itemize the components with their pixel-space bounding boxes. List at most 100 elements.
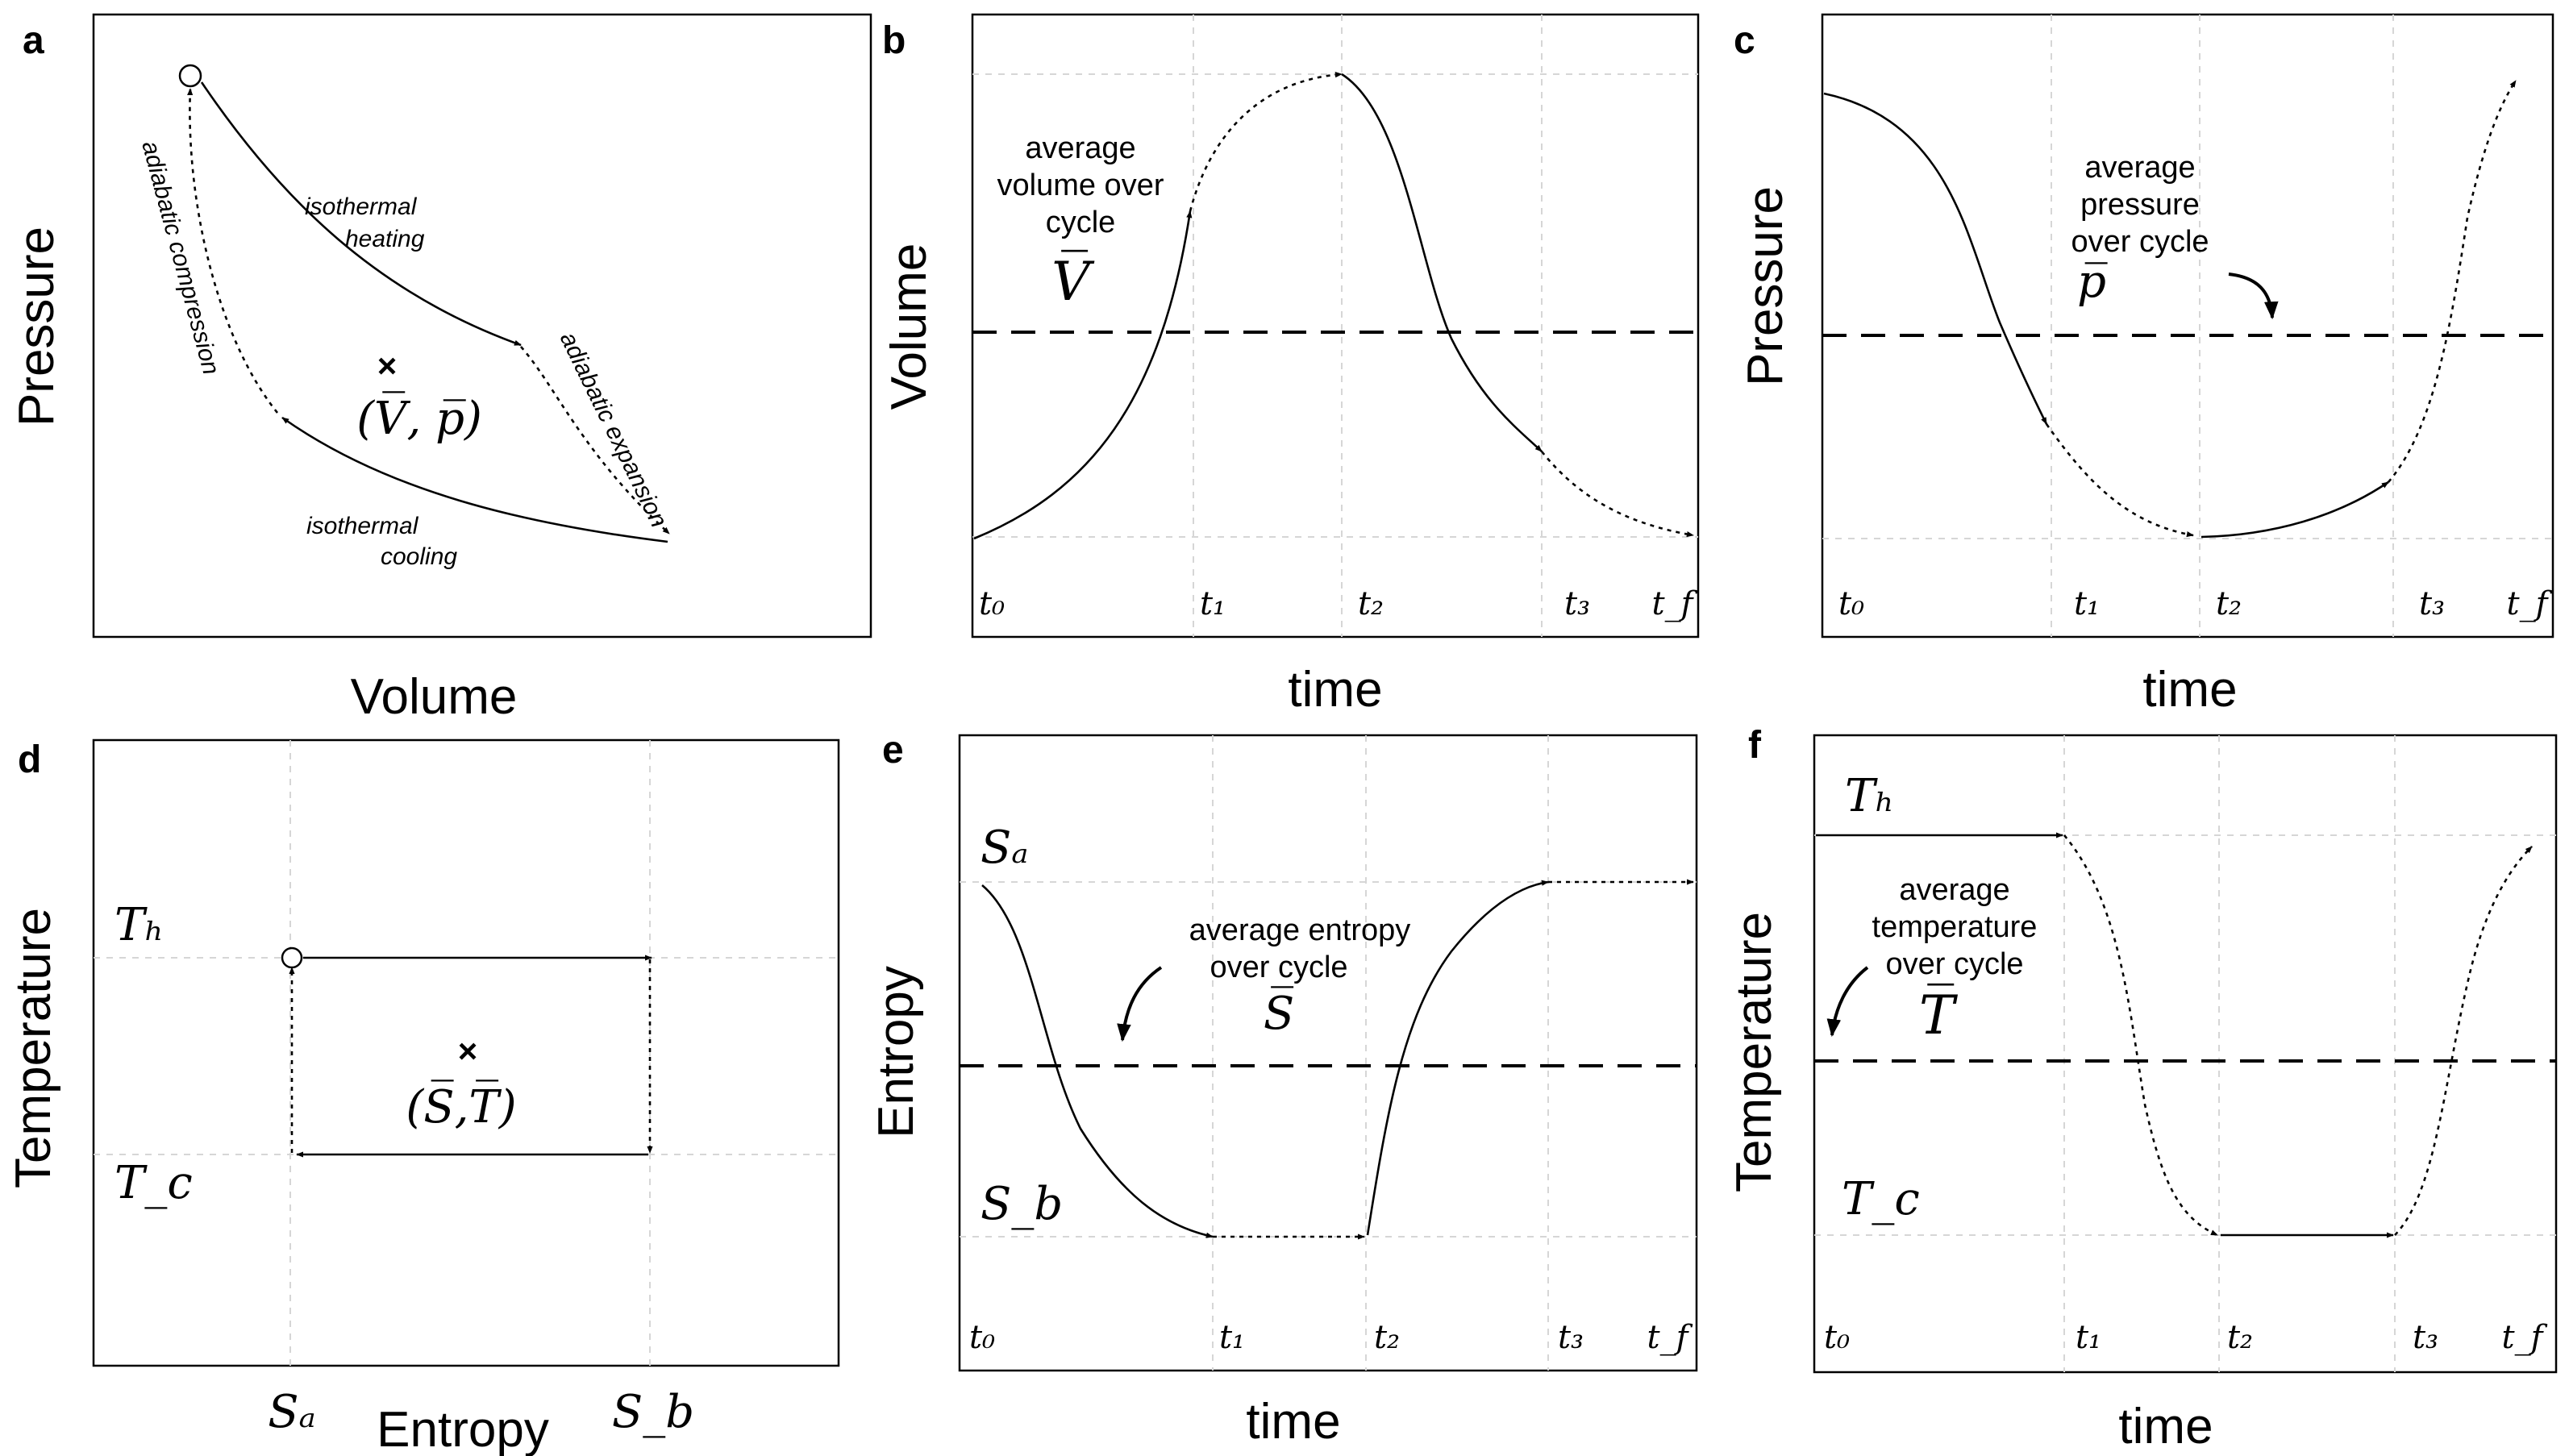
panel-f-tick-t2: t₂ <box>2227 1319 2253 1356</box>
panel-c-tick-t0: t₀ <box>1838 585 1864 622</box>
panel-d-level-th: Tₕ <box>115 899 164 951</box>
panel-d-xlabel: Entropy <box>377 1402 549 1456</box>
panel-c-label: c <box>1734 19 1755 62</box>
panel-a-start-point <box>178 64 202 88</box>
panel-c-curve-segment-3 <box>2201 480 2389 539</box>
panel-c-tick-t3: t₃ <box>2419 585 2445 622</box>
panel-f-avg-text-1: average <box>1899 873 2009 907</box>
panel-a-isothermal-heating-text-2: heating <box>345 226 425 252</box>
panel-a-adiabatic-compression-text: adiabatic compression <box>136 138 224 377</box>
panel-c-avg-text-2: pressure <box>2080 188 2200 222</box>
panel-c-avg-symbol: p̅ <box>2077 256 2108 308</box>
panel-f-tick-tf: t_f <box>2502 1319 2548 1356</box>
panel-e-tick-t2: t₂ <box>1374 1319 1400 1356</box>
panel-e-frame <box>958 734 1698 1372</box>
panel-e-level-sa: Sₐ <box>981 822 1028 874</box>
panel-f-tick-t3: t₃ <box>2413 1319 2438 1356</box>
panel-b-curve-segment-1 <box>973 210 1193 540</box>
panel-a-mean-marker: × <box>377 347 398 385</box>
panel-c-avg-pointer-arrow <box>2228 272 2279 320</box>
panel-b-tick-t1: t₁ <box>1200 585 1226 622</box>
panel-c-frame <box>1821 13 2554 639</box>
panel-c-tick-t1: t₁ <box>2074 585 2100 622</box>
panel-a: a Pressure Volume isothermal heating adi… <box>9 13 872 725</box>
panel-c: c average pressure over cycle p̅ Pressur… <box>1734 13 2554 718</box>
panel-c-ylabel: Pressure <box>1738 186 1793 386</box>
panel-f-avg-pointer-arrow <box>1826 966 1869 1038</box>
panel-d-mean-marker: × <box>458 1032 478 1070</box>
panel-b: b average volume over cycle V̅ Volume ti… <box>881 13 1700 718</box>
panel-d-ylabel: Temperature <box>6 908 61 1188</box>
panel-d: d × (S̅,T̅) Tₕ T_c Sₐ S_b Temperature En… <box>6 738 840 1456</box>
panel-a-isothermal-cooling-text-1: isothermal <box>306 513 419 539</box>
panel-b-tick-t3: t₃ <box>1564 585 1590 622</box>
panel-b-curve-segment-2 <box>1189 72 1343 212</box>
panel-f-level-tc: T_c <box>1842 1173 1920 1225</box>
panel-f-ylabel: Temperature <box>1726 912 1782 1192</box>
panel-e-avg-pointer-arrow <box>1117 966 1163 1042</box>
panel-b-curve-segment-3 <box>1341 73 1543 452</box>
panel-f-avg-text-2: temperature <box>1872 910 2038 944</box>
panel-e-ylabel: Entropy <box>868 966 924 1138</box>
panel-e-tick-t0: t₀ <box>969 1319 995 1356</box>
panel-d-frame <box>92 738 840 1367</box>
panel-a-isothermal-cooling-curve <box>281 416 668 543</box>
panel-b-avg-symbol: V̅ <box>1051 250 1095 313</box>
panel-a-adiabatic-expansion-text: adiabatic expansion <box>555 328 672 532</box>
panel-e-curve-segment-1 <box>981 884 1214 1238</box>
panel-e-avg-symbol: S̅ <box>1264 986 1294 1040</box>
panel-f-level-th: Tₕ <box>1845 770 1895 822</box>
panel-a-isothermal-heating-curve <box>200 81 522 347</box>
panel-d-mean-label: (S̅,T̅) <box>406 1080 516 1134</box>
panel-d-level-sb: S_b <box>612 1386 694 1438</box>
panel-e-xlabel: time <box>1246 1394 1340 1450</box>
panel-c-avg-text-1: average <box>2084 151 2195 185</box>
panel-e-tick-t3: t₃ <box>1558 1319 1584 1356</box>
panel-f-tick-t1: t₁ <box>2076 1319 2101 1356</box>
panel-f-avg-text-3: over cycle <box>1885 947 2023 981</box>
panel-b-tick-t0: t₀ <box>979 585 1005 622</box>
panel-b-ylabel: Volume <box>881 243 937 410</box>
panel-a-xlabel: Volume <box>351 669 518 725</box>
panel-c-avg-text-3: over cycle <box>2071 225 2209 259</box>
panel-e-avg-text-2: over cycle <box>1210 951 1347 984</box>
panel-a-adiabatic-compression-curve <box>187 88 279 414</box>
panel-d-level-tc: T_c <box>115 1157 193 1209</box>
panel-b-xlabel: time <box>1288 662 1382 718</box>
panel-d-label: d <box>18 738 41 781</box>
panel-f: f average temperature over cycle T̅ Tₕ T… <box>1726 724 2558 1454</box>
panel-c-curve-segment-2 <box>2045 423 2194 538</box>
panel-b-avg-text-2: volume over <box>997 168 1164 202</box>
panel-a-label: a <box>23 19 44 62</box>
panel-b-tick-t2: t₂ <box>1358 585 1384 622</box>
panel-e-avg-text-1: average entropy <box>1189 913 1411 947</box>
panel-e-tick-t1: t₁ <box>1219 1319 1245 1356</box>
panel-c-curve-segment-4 <box>2388 80 2517 483</box>
panel-c-tick-t2: t₂ <box>2216 585 2242 622</box>
panel-b-tick-tf: t_f <box>1652 585 1698 622</box>
panel-e-tick-tf: t_f <box>1647 1319 1693 1356</box>
panel-b-label: b <box>882 19 906 62</box>
panel-b-avg-text-1: average <box>1025 131 1135 165</box>
panel-a-ylabel: Pressure <box>9 227 65 426</box>
panel-a-isothermal-heating-text-1: isothermal <box>305 193 418 220</box>
panel-c-tick-tf: t_f <box>2507 585 2553 622</box>
panel-e-label: e <box>882 729 904 772</box>
panel-e-level-sb: S_b <box>981 1178 1063 1230</box>
panel-b-curve-segment-4 <box>1540 451 1694 538</box>
panel-c-xlabel: time <box>2142 662 2237 718</box>
panel-b-frame <box>971 13 1700 639</box>
panel-a-frame <box>92 13 872 639</box>
panel-f-avg-symbol: T̅ <box>1919 984 1959 1046</box>
panel-c-curve-segment-1 <box>1823 92 2048 425</box>
panel-d-level-sa: Sₐ <box>268 1386 315 1438</box>
panel-b-avg-text-3: cycle <box>1046 206 1116 239</box>
panel-e: e average entropy over cycle S̅ Sₐ S_b E… <box>868 729 1698 1450</box>
panel-a-mean-label: (V̅, p̅) <box>356 391 482 445</box>
panel-e-curve-segment-3 <box>1366 880 1549 1236</box>
panel-d-start-point <box>281 946 303 969</box>
panel-f-tick-t0: t₀ <box>1824 1319 1850 1356</box>
panel-f-curve-segment-4 <box>2394 846 2533 1236</box>
panel-f-curve-segment-2 <box>2063 834 2218 1237</box>
panel-f-label: f <box>1748 724 1762 767</box>
